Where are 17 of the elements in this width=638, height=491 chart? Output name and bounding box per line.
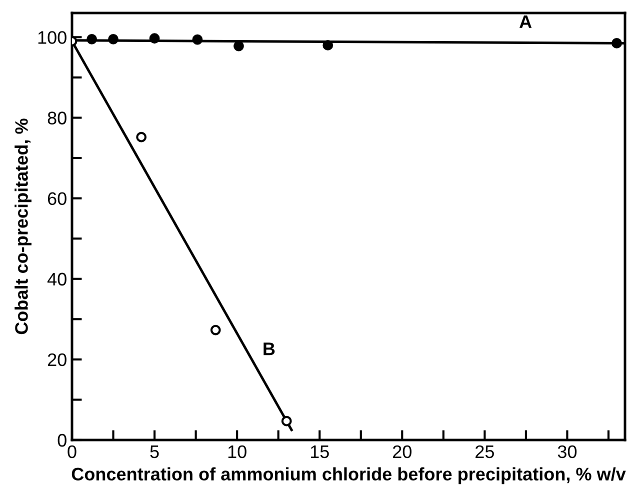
x-tick-label: 25 (476, 445, 494, 458)
y-tick-label: 40 (47, 272, 66, 286)
x-axis-title: Concentration of ammonium chloride before precipitation, % w/v (72, 467, 626, 484)
series-label: B (264, 342, 275, 356)
x-tick-label: 5 (150, 446, 159, 458)
series-label: A (519, 16, 532, 28)
y-tick-label: 100 (38, 31, 66, 44)
y-tick-label: 20 (48, 353, 66, 366)
x-tick-label: 15 (310, 446, 329, 458)
x-tick-label: 30 (558, 445, 577, 458)
y-axis-title: Cobalt co-precipitated, % (14, 118, 32, 334)
y-tick-label: 0 (58, 434, 66, 447)
x-tick-label: 20 (393, 445, 412, 458)
y-tick-label: 80 (48, 112, 66, 124)
y-tick-label: 60 (48, 192, 66, 206)
x-tick-label: 10 (228, 445, 246, 458)
x-tick-label: 0 (68, 445, 76, 458)
